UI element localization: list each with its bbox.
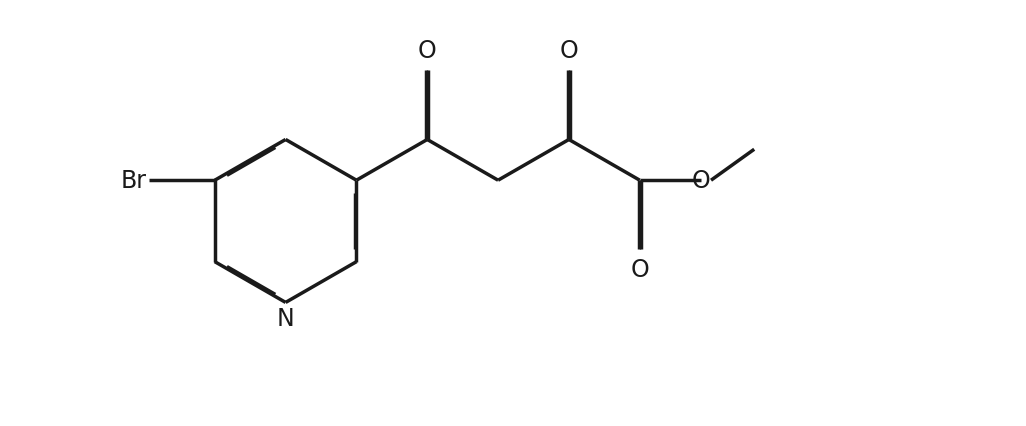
Text: O: O: [692, 169, 710, 193]
Text: Br: Br: [121, 169, 147, 193]
Text: O: O: [418, 39, 437, 63]
Text: O: O: [559, 39, 579, 63]
Text: O: O: [630, 258, 649, 282]
Text: N: N: [277, 307, 294, 331]
